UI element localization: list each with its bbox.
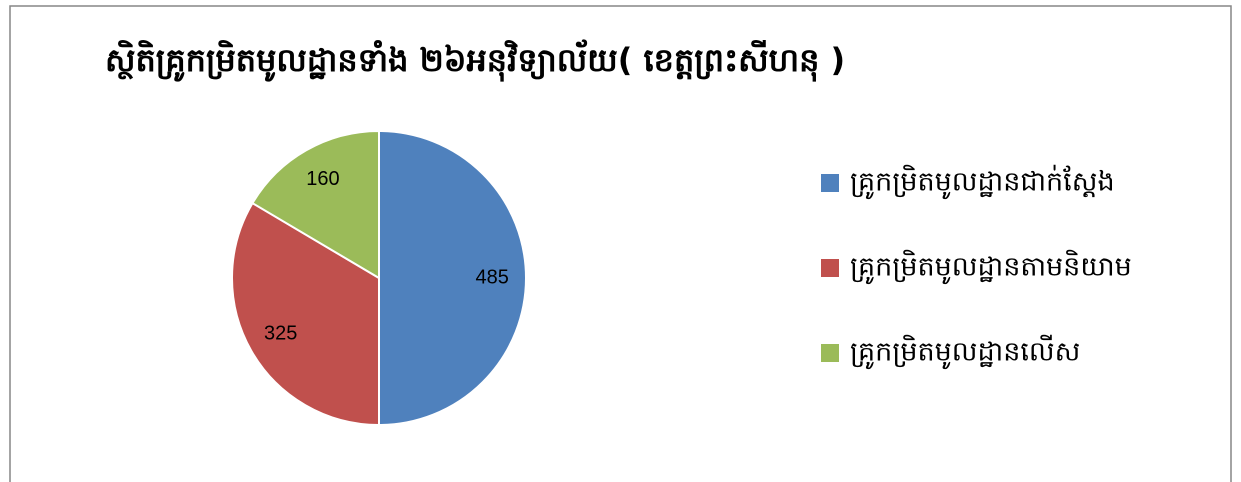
legend-label: គ្រូកម្រិតមូលដ្ឋានជាក់ស្តែង xyxy=(850,165,1115,200)
legend-label: គ្រូកម្រិតមូលដ្ឋានលើស xyxy=(850,335,1080,370)
pie-slice xyxy=(231,201,380,427)
pie-slice xyxy=(251,129,380,280)
pie-slice xyxy=(378,129,527,427)
legend-swatch xyxy=(821,174,839,192)
legend-swatch xyxy=(821,344,839,362)
chart-title: ស្ថិតិគ្រូកម្រិតមូលដ្ឋានទាំង ២៦អនុវិទ្យា… xyxy=(105,39,845,82)
chart-frame xyxy=(9,5,1232,482)
data-label: 325 xyxy=(264,322,297,344)
legend-label: គ្រូកម្រិតមូលដ្ឋានតាមនិយាម xyxy=(850,250,1132,285)
legend-swatch xyxy=(821,259,839,277)
data-label: 160 xyxy=(306,168,339,190)
data-label: 485 xyxy=(476,266,509,288)
